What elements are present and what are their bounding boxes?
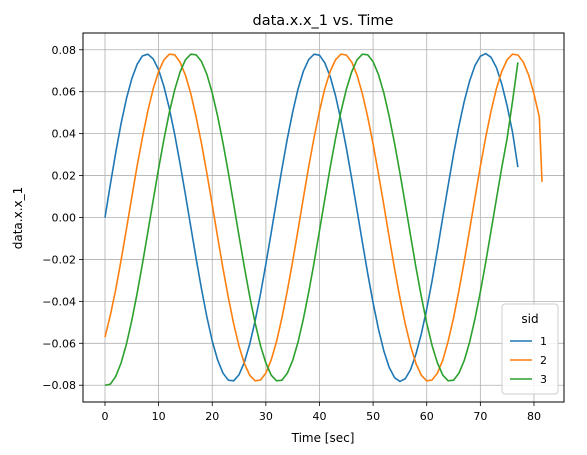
legend-items: 1 2 3: [510, 335, 547, 386]
series-line-1: [104, 52, 519, 383]
legend-title: sid: [521, 312, 538, 326]
legend-label-1: 1: [540, 335, 547, 348]
legend-label-2: 2: [540, 354, 547, 367]
y-tick-label: 0.08: [52, 44, 77, 57]
x-axis-label: Time [sec]: [291, 431, 355, 445]
x-tick-label: 30: [259, 410, 273, 423]
y-tick-label: 0.06: [52, 86, 77, 99]
y-tick-label: 0.02: [52, 170, 77, 183]
y-tick-label: −0.06: [42, 337, 76, 350]
y-axis-label: data.x.x_1: [11, 187, 25, 250]
legend-label-3: 3: [540, 373, 547, 386]
series-group: [104, 52, 543, 387]
x-tick-label: 50: [366, 410, 380, 423]
x-tick-label: 60: [420, 410, 434, 423]
x-tick-label: 40: [312, 410, 326, 423]
series-line-3: [104, 53, 519, 387]
x-tick-label: 70: [473, 410, 487, 423]
y-tick-label: 0.04: [52, 128, 77, 141]
y-tick-label: −0.04: [42, 295, 76, 308]
x-tick-label: 80: [527, 410, 541, 423]
x-axis-ticks: 0 10 20 30 40 50 60 70 80: [101, 402, 541, 423]
x-tick-label: 10: [152, 410, 166, 423]
legend-box: [501, 303, 559, 395]
series-line-2: [104, 53, 543, 382]
y-tick-label: −0.02: [42, 253, 76, 266]
y-tick-label: 0.00: [52, 212, 77, 225]
x-tick-label: 0: [101, 410, 108, 423]
y-tick-label: −0.08: [42, 379, 76, 392]
legend: sid 1 2 3: [501, 303, 559, 395]
chart-title: data.x.x_1 vs. Time: [253, 13, 394, 29]
grid: [83, 33, 564, 402]
y-axis-ticks: 0.08 0.06 0.04 0.02 0.00 −0.02 −0.04 −0.06 −0.08: [42, 44, 83, 392]
x-tick-label: 20: [205, 410, 219, 423]
